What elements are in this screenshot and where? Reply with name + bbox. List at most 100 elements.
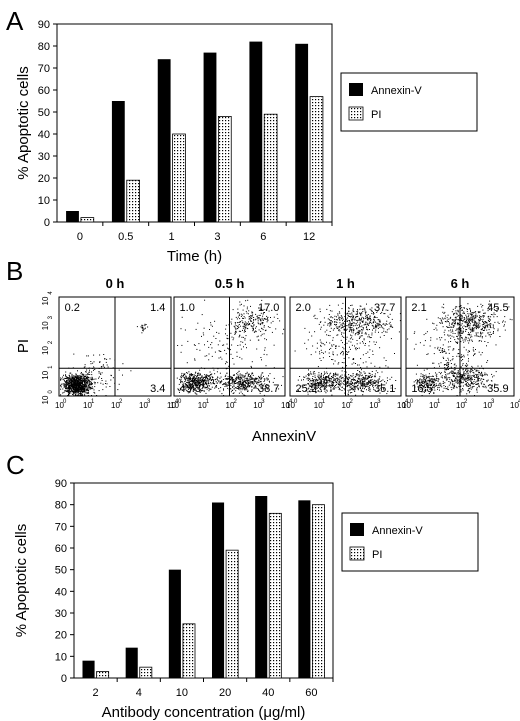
legend: Annexin-V PI — [340, 72, 478, 132]
x-log-tick-label: 10 — [226, 401, 235, 410]
bar-pi — [126, 179, 140, 223]
x-log-tick-exponent: 3 — [491, 399, 495, 405]
y-log-tick-label: 10 — [41, 370, 50, 379]
bar-annexin-v — [168, 569, 181, 678]
x-log-tick-label: 10 — [342, 401, 351, 410]
x-tick-label: 3 — [214, 231, 220, 243]
bar-annexin-v — [66, 211, 79, 222]
quadrant-value: 45.5 — [487, 302, 508, 314]
bar-pi — [172, 133, 186, 223]
x-tick-label: 20 — [219, 687, 231, 699]
quadrant-value: 1.0 — [180, 302, 195, 314]
y-tick-label: 90 — [55, 478, 67, 490]
x-log-tick-label: 10 — [198, 401, 207, 410]
quadrant-value: 25.2 — [296, 383, 317, 395]
x-log-tick-label: 10 — [456, 401, 465, 410]
y-tick-label: 50 — [38, 107, 50, 119]
bar-pi — [263, 113, 278, 223]
chart-a: 0 10 20 30 40 50 60 70 80 90 0 0.5 1 3 6 12 Time (h) % Ap… — [15, 19, 478, 265]
bar-pi — [182, 623, 196, 679]
x-log-tick-label: 10 — [483, 401, 492, 410]
quadrant-value: 1.4 — [150, 302, 165, 314]
quadrant-value: 0.2 — [65, 302, 80, 314]
panel-c-letter: C — [6, 450, 25, 480]
x-log-tick-label: 10 — [397, 401, 406, 410]
legend-label: Annexin-V — [371, 85, 422, 97]
scatter-points — [294, 302, 401, 396]
flow-x-axis-title: AnnexinV — [252, 428, 316, 445]
chart-c: 0 10 20 30 40 50 60 70 80 90 2 4 10 20 40 60 Antibody co… — [13, 478, 479, 721]
quadrant-value: 16.5 — [411, 383, 432, 395]
panel-b: B 0 h0.2 1.495.0 3.410 0 10 1 10 2 10 3 10 40.5 h1.… — [6, 256, 520, 445]
x-log-tick-exponent: 3 — [261, 399, 265, 405]
legend-swatch-annexin-v — [349, 83, 363, 96]
panel-c: C 0 10 20 30 40 50 60 70 80 90 2 4 10 20 40 60 Antibody … — [6, 450, 479, 721]
y-log-tick-exponent: 2 — [48, 340, 54, 344]
x-log-tick-exponent: 0 — [410, 399, 414, 405]
x-log-tick-label: 10 — [402, 401, 411, 410]
x-log-tick-exponent: 4 — [289, 399, 293, 405]
y-tick-label: 40 — [55, 586, 67, 598]
x-tick-label: 6 — [260, 231, 266, 243]
x-log-tick-exponent: 0 — [63, 399, 67, 405]
y-tick-label: 0 — [44, 217, 50, 229]
x-tick-label: 1 — [169, 231, 175, 243]
x-log-tick-label: 10 — [314, 401, 323, 410]
x-log-tick-exponent: 0 — [178, 399, 182, 405]
y-tick-label: 10 — [38, 195, 50, 207]
x-axis-title: Time (h) — [167, 248, 222, 265]
y-log-tick-exponent: 0 — [48, 390, 54, 394]
bar-pi — [80, 217, 95, 223]
y-tick-label: 60 — [38, 85, 50, 97]
plot-frame — [73, 482, 334, 679]
bar-annexin-v — [295, 43, 309, 222]
flow-plots: 0 h0.2 1.495.0 3.410 0 10 1 10 2 10 3 10 40.5 h1.0 1… — [15, 276, 520, 445]
legend-label: PI — [371, 109, 381, 121]
scatter-points — [176, 299, 285, 396]
y-tick-label: 90 — [38, 19, 50, 31]
x-tick-label: 0 — [77, 231, 83, 243]
x-log-tick-exponent: 1 — [206, 399, 210, 405]
x-log-tick-exponent: 2 — [464, 399, 468, 405]
y-log-tick-label: 10 — [41, 296, 50, 305]
x-log-tick-exponent: 4 — [405, 399, 409, 405]
panel-b-letter: B — [6, 256, 23, 286]
y-tick-label: 70 — [38, 63, 50, 75]
x-log-tick-label: 10 — [510, 401, 519, 410]
x-axis-title: Antibody concentration (μg/ml) — [102, 704, 306, 721]
y-log-tick-exponent: 3 — [48, 315, 54, 319]
y-log-tick-label: 10 — [41, 346, 50, 355]
quadrant-value: 43.3 — [180, 383, 201, 395]
legend-label: Annexin-V — [372, 525, 423, 537]
x-tick-label: 12 — [303, 231, 315, 243]
x-log-tick-label: 10 — [429, 401, 438, 410]
x-log-tick-label: 10 — [369, 401, 378, 410]
quadrant-value: 37.7 — [374, 302, 395, 314]
y-log-tick-exponent: 4 — [48, 291, 54, 295]
x-log-tick-exponent: 1 — [322, 399, 326, 405]
x-log-tick-label: 10 — [286, 401, 295, 410]
bar-pi — [218, 116, 232, 223]
bar-pi — [309, 96, 324, 223]
bar-pi — [225, 549, 239, 679]
x-log-tick-exponent: 0 — [294, 399, 298, 405]
flow-y-axis-title: PI — [15, 339, 32, 353]
flow-plot-title: 0.5 h — [215, 276, 245, 291]
legend-label: PI — [372, 549, 382, 561]
x-log-tick-label: 10 — [55, 401, 64, 410]
flow-plot: 6 h2.1 45.516.5 35.910 0 10 1 10 2 10 3 10 4 — [402, 276, 520, 410]
y-log-tick-label: 10 — [41, 395, 50, 404]
quadrant-value: 35.1 — [374, 383, 395, 395]
plot-frame — [56, 23, 333, 223]
flow-plot: 1 h2.0 37.725.2 35.110 0 10 1 10 2 10 3 10 4 — [286, 276, 409, 410]
y-tick-label: 60 — [55, 543, 67, 555]
x-log-tick-exponent: 4 — [175, 399, 179, 405]
legend-swatch-pi — [349, 546, 365, 561]
x-log-tick-label: 10 — [83, 401, 92, 410]
legend: Annexin-V PI — [341, 512, 479, 572]
quadrant-value: 2.1 — [411, 302, 426, 314]
x-tick-label: 4 — [136, 687, 142, 699]
quadrant-value: 35.9 — [487, 383, 508, 395]
bar-pi — [96, 671, 110, 679]
